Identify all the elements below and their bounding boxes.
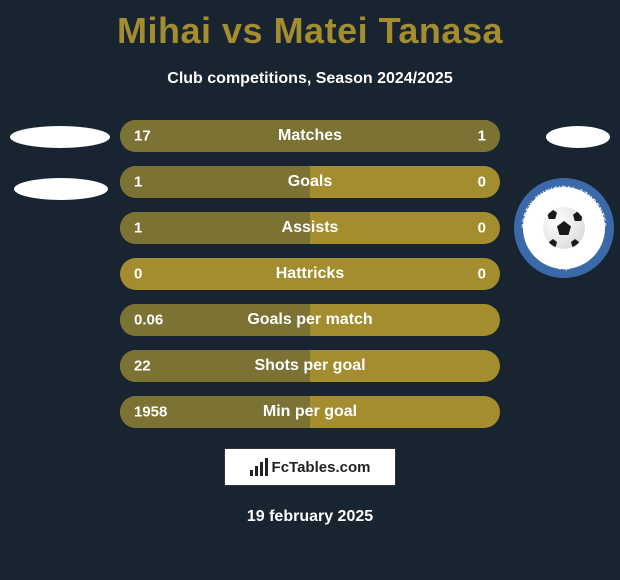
- stat-fill-left: [120, 166, 310, 198]
- stat-row: 0.06 Goals per match: [120, 304, 500, 336]
- subtitle: Club competitions, Season 2024/2025: [0, 70, 620, 88]
- player-left-ellipse-2: [14, 178, 108, 200]
- stat-value-right: 0: [478, 220, 486, 237]
- stat-value-left: 1958: [134, 404, 167, 421]
- stat-value-left: 17: [134, 128, 151, 145]
- player-left-ellipse-1: [10, 126, 110, 148]
- brand-box[interactable]: FcTables.com: [224, 448, 396, 486]
- player-right-ellipse: [546, 126, 610, 148]
- stat-label: Hattricks: [276, 265, 344, 283]
- stat-value-left: 0.06: [134, 312, 163, 329]
- stat-value-left: 0: [134, 266, 142, 283]
- bars-icon: [250, 458, 268, 476]
- page-title: Mihai vs Matei Tanasa: [0, 0, 620, 52]
- brand-label: FcTables.com: [272, 459, 371, 476]
- stat-label: Matches: [278, 127, 342, 145]
- stat-value-right: 0: [478, 266, 486, 283]
- stat-label: Shots per goal: [254, 357, 365, 375]
- stat-label: Min per goal: [263, 403, 357, 421]
- soccer-ball-icon: [543, 207, 585, 249]
- stat-value-right: 0: [478, 174, 486, 191]
- stat-label: Goals per match: [247, 311, 372, 329]
- stat-row: 1 Goals 0: [120, 166, 500, 198]
- stat-row: 1958 Min per goal: [120, 396, 500, 428]
- stat-value-left: 1: [134, 220, 142, 237]
- stat-value-left: 1: [134, 174, 142, 191]
- stat-value-left: 22: [134, 358, 151, 375]
- stat-label: Assists: [282, 219, 339, 237]
- date-label: 19 february 2025: [0, 508, 620, 526]
- stat-row: 22 Shots per goal: [120, 350, 500, 382]
- stat-value-right: 1: [478, 128, 486, 145]
- stat-row: 1 Assists 0: [120, 212, 500, 244]
- stat-row: 17 Matches 1: [120, 120, 500, 152]
- badge-inner: [523, 187, 605, 269]
- stat-row: 0 Hattricks 0: [120, 258, 500, 290]
- stat-label: Goals: [288, 173, 332, 191]
- club-badge: SPORTIV MUNICIPAL STUDENTESC IAȘI: [514, 178, 614, 278]
